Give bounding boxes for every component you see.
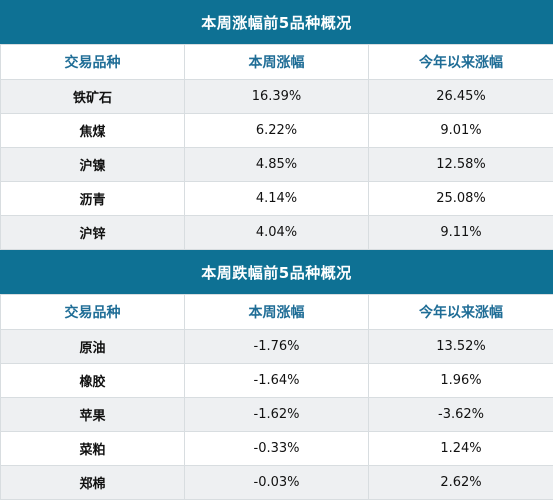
losers-header-row: 交易品种 本周涨幅 今年以来涨幅 [1,295,553,330]
weekly-change: 4.04% [185,216,369,250]
product-name: 沪锌 [1,216,185,250]
weekly-change: 16.39% [185,80,369,114]
weekly-change: -0.03% [185,466,369,500]
table-row: 沥青 4.14% 25.08% [1,182,553,216]
product-name: 橡胶 [1,364,185,398]
product-name: 铁矿石 [1,80,185,114]
product-name: 原油 [1,330,185,364]
weekly-change: -0.33% [185,432,369,466]
table-row: 郑棉 -0.03% 2.62% [1,466,553,500]
column-header-weekly-change: 本周涨幅 [185,45,369,80]
weekly-change: -1.64% [185,364,369,398]
ytd-change: 1.24% [369,432,553,466]
ytd-change: 2.62% [369,466,553,500]
weekly-change: 4.14% [185,182,369,216]
ytd-change: 12.58% [369,148,553,182]
product-name: 郑棉 [1,466,185,500]
losers-title: 本周跌幅前5品种概况 [0,250,553,294]
gainers-table: 交易品种 本周涨幅 今年以来涨幅 铁矿石 16.39% 26.45% 焦煤 6.… [0,44,553,250]
table-row: 沪锌 4.04% 9.11% [1,216,553,250]
table-row: 菜粕 -0.33% 1.24% [1,432,553,466]
column-header-ytd-change: 今年以来涨幅 [369,295,553,330]
product-name: 菜粕 [1,432,185,466]
table-row: 沪镍 4.85% 12.58% [1,148,553,182]
table-row: 原油 -1.76% 13.52% [1,330,553,364]
product-name: 沥青 [1,182,185,216]
column-header-product: 交易品种 [1,295,185,330]
ytd-change: 1.96% [369,364,553,398]
weekly-change: -1.76% [185,330,369,364]
ytd-change: 26.45% [369,80,553,114]
gainers-header-row: 交易品种 本周涨幅 今年以来涨幅 [1,45,553,80]
ytd-change: 13.52% [369,330,553,364]
losers-table: 交易品种 本周涨幅 今年以来涨幅 原油 -1.76% 13.52% 橡胶 -1.… [0,294,553,500]
table-row: 铁矿石 16.39% 26.45% [1,80,553,114]
weekly-change: 4.85% [185,148,369,182]
weekly-change: -1.62% [185,398,369,432]
gainers-title: 本周涨幅前5品种概况 [0,0,553,44]
table-row: 苹果 -1.62% -3.62% [1,398,553,432]
product-name: 沪镍 [1,148,185,182]
product-name: 苹果 [1,398,185,432]
ytd-change: 9.01% [369,114,553,148]
ytd-change: 25.08% [369,182,553,216]
product-name: 焦煤 [1,114,185,148]
table-row: 焦煤 6.22% 9.01% [1,114,553,148]
table-row: 橡胶 -1.64% 1.96% [1,364,553,398]
column-header-weekly-change: 本周涨幅 [185,295,369,330]
ytd-change: 9.11% [369,216,553,250]
column-header-product: 交易品种 [1,45,185,80]
column-header-ytd-change: 今年以来涨幅 [369,45,553,80]
ytd-change: -3.62% [369,398,553,432]
weekly-change: 6.22% [185,114,369,148]
